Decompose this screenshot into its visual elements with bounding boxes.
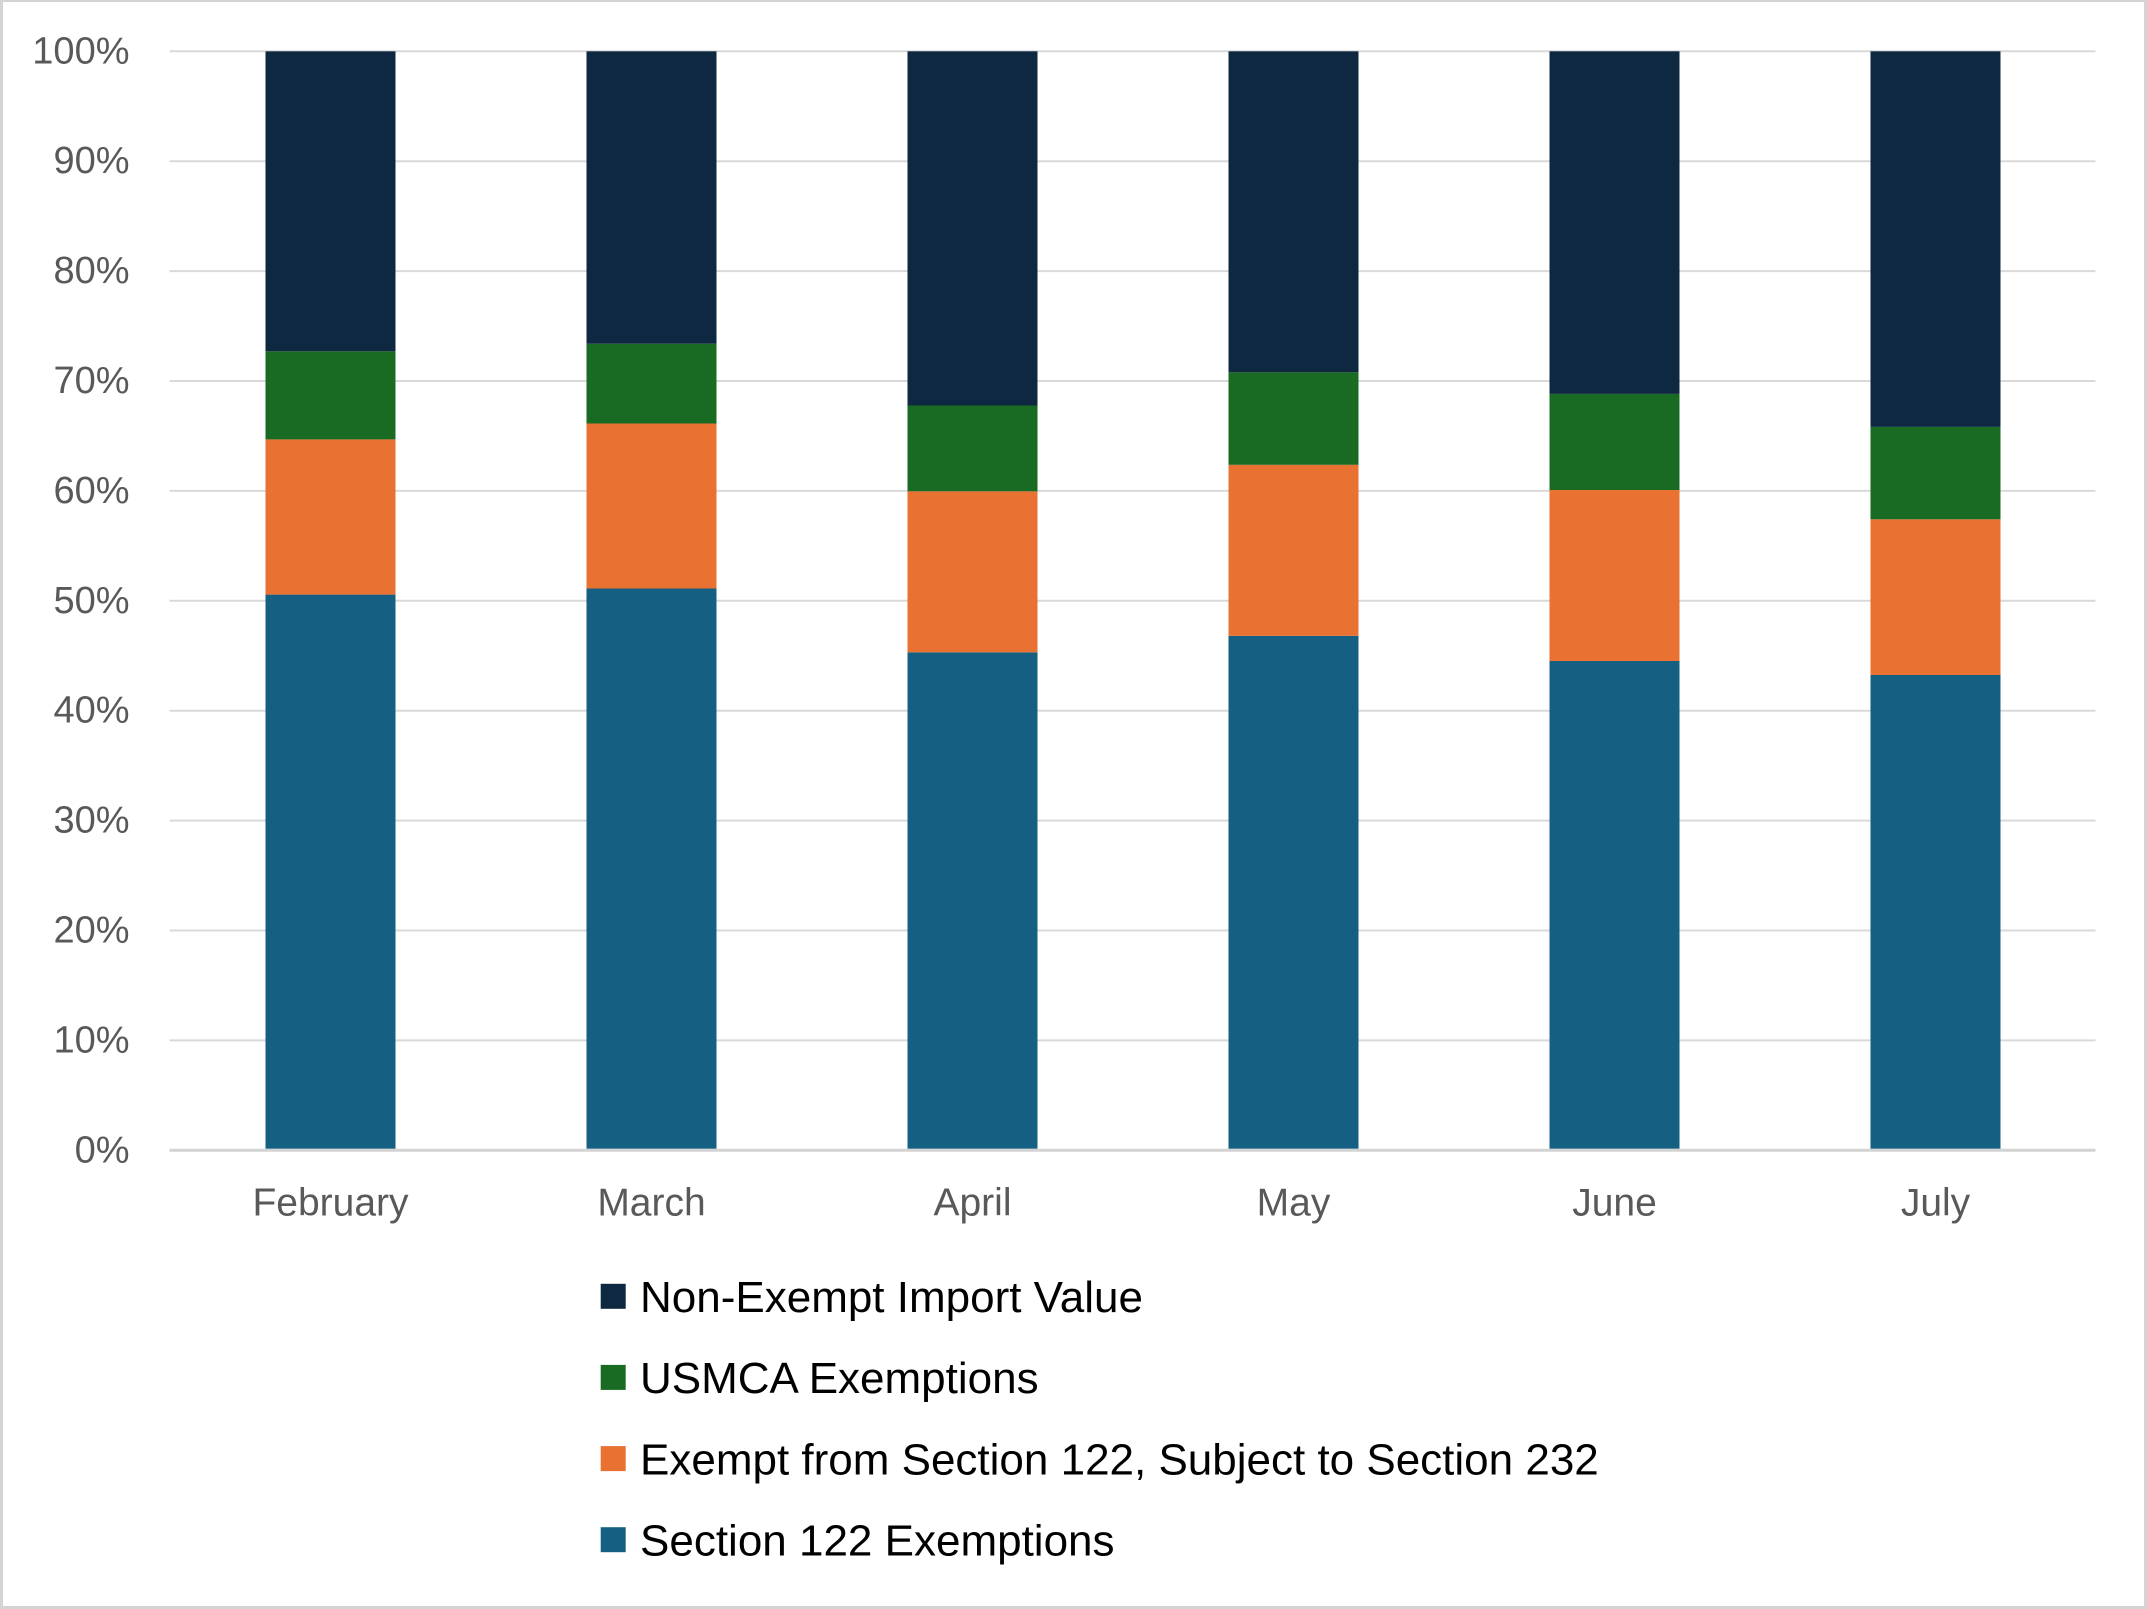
svg-text:USMCA Exemptions: USMCA Exemptions xyxy=(640,1354,1039,1403)
svg-text:February: February xyxy=(252,1182,409,1225)
svg-text:90%: 90% xyxy=(53,140,129,182)
svg-text:10%: 10% xyxy=(53,1019,129,1061)
svg-text:April: April xyxy=(933,1182,1011,1225)
svg-text:50%: 50% xyxy=(53,580,129,622)
svg-text:June: June xyxy=(1572,1182,1657,1225)
svg-text:May: May xyxy=(1257,1182,1331,1225)
svg-text:60%: 60% xyxy=(53,470,129,512)
svg-text:Section 122 Exemptions: Section 122 Exemptions xyxy=(640,1516,1115,1565)
svg-text:0%: 0% xyxy=(75,1129,130,1171)
svg-text:100%: 100% xyxy=(32,30,129,72)
svg-text:Exempt from Section 122, Subje: Exempt from Section 122, Subject to Sect… xyxy=(640,1435,1599,1484)
svg-text:July: July xyxy=(1901,1182,1971,1225)
svg-text:20%: 20% xyxy=(53,910,129,952)
svg-text:March: March xyxy=(597,1182,705,1225)
svg-text:80%: 80% xyxy=(53,250,129,292)
svg-text:40%: 40% xyxy=(53,690,129,732)
svg-text:30%: 30% xyxy=(53,800,129,842)
svg-text:70%: 70% xyxy=(53,360,129,402)
svg-text:Non-Exempt Import Value: Non-Exempt Import Value xyxy=(640,1273,1143,1322)
